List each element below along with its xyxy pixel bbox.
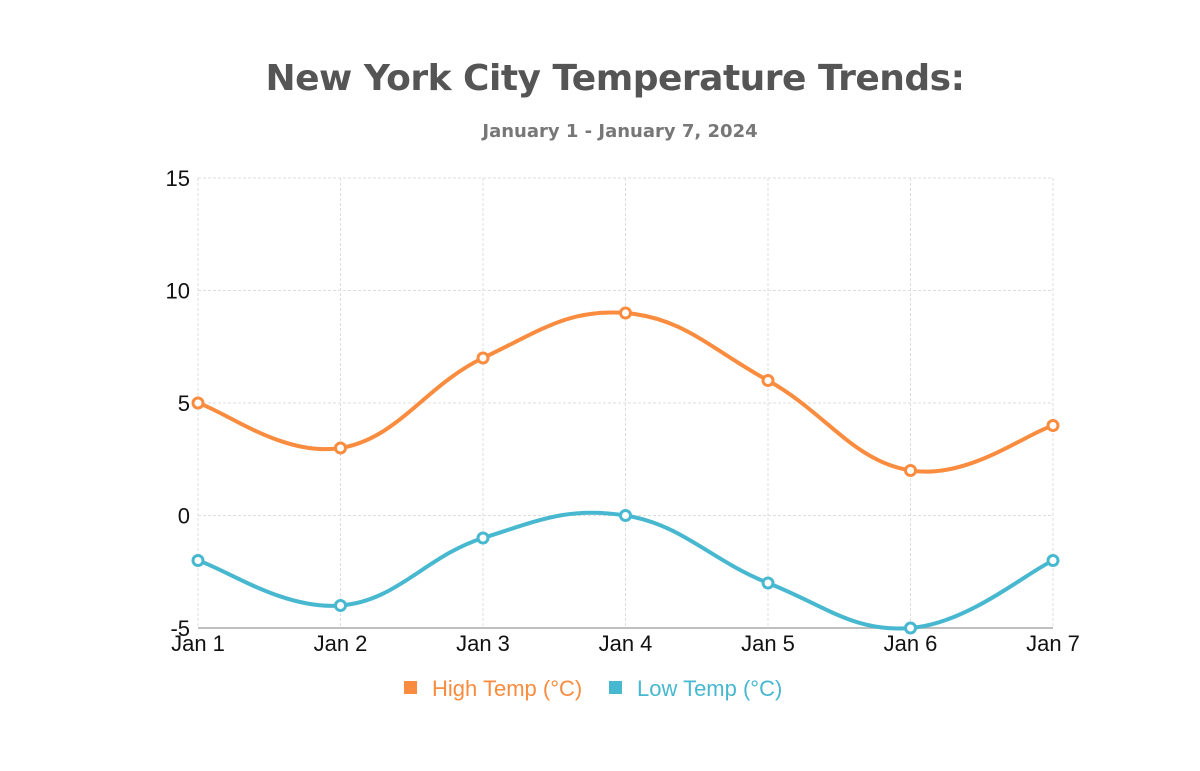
grid [197, 177, 1054, 628]
legend-item[interactable]: Low Temp (°C) [609, 676, 782, 701]
data-point[interactable] [334, 599, 347, 612]
legend[interactable]: High Temp (°C) Low Temp (°C) [404, 676, 782, 701]
data-point[interactable] [476, 351, 490, 365]
data-point[interactable] [619, 509, 632, 522]
chart-subtitle: January 1 - January 7, 2024 [482, 121, 758, 142]
y-tick-label: 5 [178, 391, 190, 416]
legend-swatch [609, 681, 622, 694]
series-line-high [196, 310, 1055, 474]
legend-item[interactable]: High Temp (°C) [404, 676, 582, 701]
data-point[interactable] [904, 464, 917, 477]
y-tick-label: 10 [166, 279, 190, 304]
data-point[interactable] [619, 306, 632, 320]
legend-label: High Temp (°C) [432, 676, 582, 701]
data-point[interactable] [904, 621, 917, 635]
legend-swatch [404, 681, 417, 694]
x-tick-label: Jan 7 [1026, 631, 1080, 656]
data-point[interactable] [334, 441, 347, 455]
data-point[interactable] [761, 576, 775, 590]
x-tick-label: Jan 1 [171, 631, 225, 656]
y-tick-label: 0 [178, 504, 190, 529]
data-point[interactable] [1046, 554, 1060, 567]
data-point[interactable] [191, 396, 205, 410]
y-tick-label: 15 [166, 166, 190, 191]
data-point[interactable] [191, 554, 205, 567]
chart-title: New York City Temperature Trends: [265, 58, 966, 99]
legend-label: Low Temp (°C) [637, 676, 782, 701]
data-point[interactable] [476, 531, 490, 545]
data-point[interactable] [761, 374, 775, 387]
x-tick-label: Jan 6 [884, 631, 938, 656]
y-tick-label: -5 [170, 616, 190, 641]
x-tick-label: Jan 4 [599, 631, 653, 656]
x-tick-label: Jan 2 [314, 631, 368, 656]
x-tick-label: Jan 5 [741, 631, 795, 656]
data-point[interactable] [1046, 419, 1060, 432]
series-lines [191, 306, 1060, 635]
x-tick-label: Jan 3 [456, 631, 510, 656]
